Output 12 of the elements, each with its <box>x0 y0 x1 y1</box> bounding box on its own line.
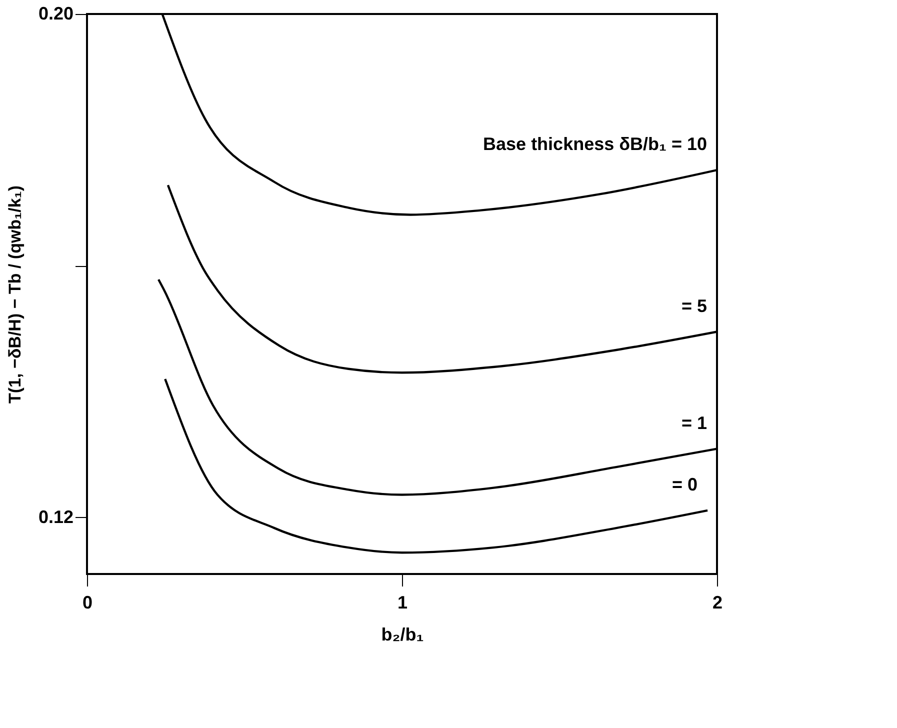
x-tick-label: 0 <box>82 592 93 612</box>
line-series <box>164 378 709 554</box>
y-tick-label: 0.20 <box>38 4 74 24</box>
y-axis-title: T(1, −δB/H) − Tb / (qwb₁/k₁) <box>5 186 24 404</box>
series-label: = 5 <box>681 296 707 316</box>
series-label: = 1 <box>681 412 707 433</box>
x-tick-label: 2 <box>712 592 723 612</box>
series-label: Base thickness δB/b₁ = 10 <box>483 134 707 154</box>
y-tick-label: 0.12 <box>38 506 74 527</box>
x-tick-label: 1 <box>397 592 408 612</box>
x-axis-title: b₂/b₁ <box>381 624 424 644</box>
series-label: = 0 <box>672 474 698 494</box>
